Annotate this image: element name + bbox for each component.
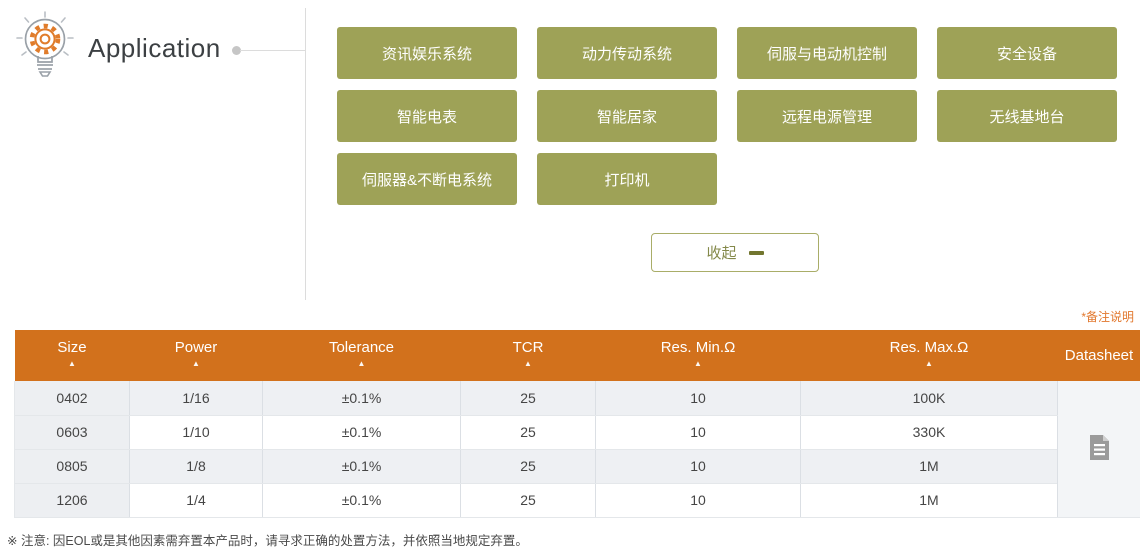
- cell-res-max: 330K: [800, 415, 1058, 450]
- column-label: Datasheet: [1064, 347, 1134, 364]
- column-header-datasheet: Datasheet: [1057, 330, 1140, 381]
- minus-icon: [748, 250, 764, 255]
- spec-table: Size ▲ Power ▲ Tolerance ▲ TCR ▲: [14, 330, 1140, 518]
- sort-asc-icon[interactable]: ▲: [925, 359, 933, 368]
- cell-res-min: 10: [595, 381, 801, 416]
- sort-asc-icon[interactable]: ▲: [357, 359, 366, 368]
- cell-power: 1/8: [129, 449, 263, 484]
- column-label: Power: [174, 339, 218, 356]
- cell-tcr: 25: [460, 483, 596, 518]
- collapse-button-label: 收起: [706, 245, 737, 262]
- datasheet-document-icon[interactable]: [1087, 433, 1112, 462]
- cell-datasheet: [1057, 381, 1140, 518]
- cell-res-max: 1M: [800, 449, 1058, 484]
- app-button-powertrain[interactable]: 动力传动系统: [537, 27, 717, 79]
- column-header-tolerance[interactable]: Tolerance ▲: [262, 330, 461, 381]
- cell-res-max: 1M: [800, 483, 1058, 518]
- cell-res-min: 10: [595, 483, 801, 518]
- cell-size: 1206: [14, 483, 130, 518]
- cell-tcr: 25: [460, 449, 596, 484]
- app-button-smart-meter[interactable]: 智能电表: [337, 90, 517, 142]
- collapse-button[interactable]: 收起: [651, 233, 819, 272]
- application-bulb-gear-icon: [12, 8, 78, 93]
- cell-power: 1/16: [129, 381, 263, 416]
- app-button-server-ups[interactable]: 伺服器&不断电系统: [337, 153, 517, 205]
- connector-line: [240, 50, 305, 51]
- cell-size: 0402: [14, 381, 130, 416]
- column-header-power[interactable]: Power ▲: [129, 330, 263, 381]
- cell-tolerance: ±0.1%: [262, 483, 461, 518]
- remark-note-link[interactable]: *备注说明: [1081, 310, 1134, 324]
- cell-tolerance: ±0.1%: [262, 415, 461, 450]
- column-header-res-max[interactable]: Res. Max.Ω ▲: [800, 330, 1058, 381]
- table-row: 0805 1/8 ±0.1% 25 10 1M: [14, 449, 1140, 484]
- table-header-row: Size ▲ Power ▲ Tolerance ▲ TCR ▲: [14, 330, 1140, 381]
- sort-asc-icon[interactable]: ▲: [68, 359, 76, 368]
- spec-table-wrapper: Size ▲ Power ▲ Tolerance ▲ TCR ▲: [14, 330, 1140, 518]
- cell-tolerance: ±0.1%: [262, 381, 461, 416]
- app-button-infotainment[interactable]: 资讯娱乐系统: [337, 27, 517, 79]
- sort-asc-icon[interactable]: ▲: [694, 359, 702, 368]
- column-header-tcr[interactable]: TCR ▲: [460, 330, 596, 381]
- sort-asc-icon[interactable]: ▲: [524, 359, 532, 368]
- cell-tcr: 25: [460, 415, 596, 450]
- column-label: TCR: [512, 339, 544, 356]
- cell-tcr: 25: [460, 381, 596, 416]
- app-button-smart-home[interactable]: 智能居家: [537, 90, 717, 142]
- table-row: 0603 1/10 ±0.1% 25 10 330K: [14, 415, 1140, 450]
- table-row: 0402 1/16 ±0.1% 25 10 100K: [14, 381, 1140, 518]
- column-label: Tolerance: [328, 339, 395, 356]
- column-label: Size: [57, 339, 87, 356]
- application-button-grid: 资讯娱乐系统 动力传动系统 伺服与电动机控制 安全设备 智能电表 智能居家 远程…: [337, 27, 1118, 205]
- disposal-note: ※ 注意: 因EOL或是其他因素需弃置本产品时，请寻求正确的处置方法，并依照当地…: [7, 534, 528, 548]
- app-button-security[interactable]: 安全设备: [937, 27, 1117, 79]
- cell-res-max: 100K: [800, 381, 1058, 416]
- vertical-divider: [305, 8, 306, 300]
- app-button-printer[interactable]: 打印机: [537, 153, 717, 205]
- cell-tolerance: ±0.1%: [262, 449, 461, 484]
- cell-power: 1/10: [129, 415, 263, 450]
- section-title: Application: [88, 33, 221, 63]
- cell-power: 1/4: [129, 483, 263, 518]
- cell-size: 0805: [14, 449, 130, 484]
- cell-res-min: 10: [595, 449, 801, 484]
- connector-dot: [232, 46, 241, 55]
- column-label: Res. Min.Ω: [660, 339, 736, 356]
- column-label: Res. Max.Ω: [889, 339, 969, 356]
- sort-asc-icon[interactable]: ▲: [192, 359, 200, 368]
- app-button-remote-power[interactable]: 远程电源管理: [737, 90, 917, 142]
- table-row: 1206 1/4 ±0.1% 25 10 1M: [14, 483, 1140, 518]
- column-header-res-min[interactable]: Res. Min.Ω ▲: [595, 330, 801, 381]
- app-button-servo-motor[interactable]: 伺服与电动机控制: [737, 27, 917, 79]
- app-button-base-station[interactable]: 无线基地台: [937, 90, 1117, 142]
- cell-res-min: 10: [595, 415, 801, 450]
- cell-size: 0603: [14, 415, 130, 450]
- column-header-size[interactable]: Size ▲: [14, 330, 130, 381]
